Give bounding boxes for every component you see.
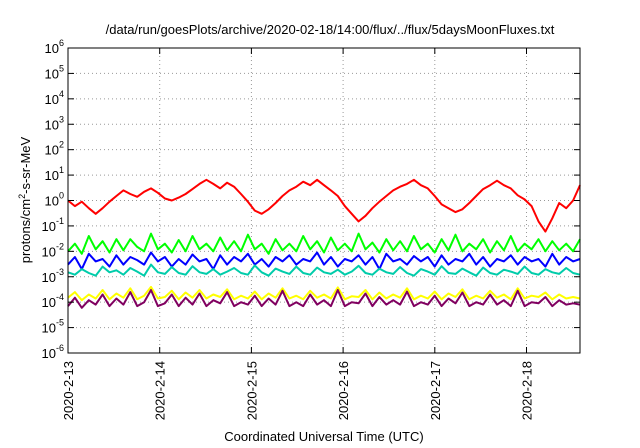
y-tick-label-exponent: 4 bbox=[59, 89, 64, 99]
y-tick-label: 10-2 bbox=[42, 241, 64, 259]
y-axis-label: protons/cm2-s-sr-MeV bbox=[17, 136, 33, 263]
y-tick-label-exponent: -6 bbox=[56, 343, 64, 353]
y-tick-label: 106 bbox=[45, 38, 64, 56]
y-tick-label-base: 10 bbox=[42, 270, 56, 285]
series-line-6 bbox=[67, 289, 581, 309]
y-tick-label-exponent: -3 bbox=[56, 267, 64, 277]
x-tick-label: 2020-2-16 bbox=[336, 361, 351, 420]
y-tick-label: 10-1 bbox=[42, 216, 64, 234]
grid-lines bbox=[68, 48, 580, 353]
y-tick-label-base: 10 bbox=[45, 168, 59, 183]
y-tick-label-exponent: 3 bbox=[59, 114, 64, 124]
y-tick-label-exponent: 0 bbox=[59, 191, 64, 201]
y-tick-label-base: 10 bbox=[42, 219, 56, 234]
x-tick-label: 2020-2-14 bbox=[153, 361, 168, 420]
y-tick-label-base: 10 bbox=[45, 143, 59, 158]
y-tick-label: 10-6 bbox=[42, 343, 64, 361]
x-tick-label: 2020-2-15 bbox=[244, 361, 259, 420]
y-tick-label-exponent: -5 bbox=[56, 318, 64, 328]
y-tick-label: 10-5 bbox=[42, 318, 64, 336]
x-tick-label: 2020-2-17 bbox=[428, 361, 443, 420]
y-label-pre: protons/cm bbox=[18, 199, 33, 263]
y-tick-label: 103 bbox=[45, 114, 64, 132]
y-tick-label-exponent: 6 bbox=[59, 38, 64, 48]
y-tick-label-base: 10 bbox=[42, 346, 56, 361]
y-label-sup: 2 bbox=[17, 194, 27, 199]
y-tick-label-exponent: 2 bbox=[59, 140, 64, 150]
x-tick-label: 2020-2-18 bbox=[520, 361, 535, 420]
y-tick-label-exponent: -4 bbox=[56, 292, 64, 302]
y-tick-label: 104 bbox=[45, 89, 64, 107]
y-tick-label: 105 bbox=[45, 63, 64, 81]
y-tick-label-base: 10 bbox=[45, 117, 59, 132]
y-tick-label: 102 bbox=[45, 140, 64, 158]
series-lines bbox=[67, 178, 581, 309]
series-line-1 bbox=[67, 178, 581, 233]
y-tick-label-exponent: -2 bbox=[56, 241, 64, 251]
y-tick-label-exponent: 1 bbox=[59, 165, 64, 175]
y-tick-label-base: 10 bbox=[45, 92, 59, 107]
y-tick-label-base: 10 bbox=[42, 244, 56, 259]
series-line-4 bbox=[67, 263, 581, 277]
series-line-5 bbox=[67, 285, 581, 302]
y-axis-ticks: 10-610-510-410-310-210-11001011021031041… bbox=[42, 38, 580, 361]
y-tick-label-base: 10 bbox=[45, 66, 59, 81]
y-tick-label-exponent: 5 bbox=[59, 63, 64, 73]
x-tick-label: 2020-2-13 bbox=[61, 361, 76, 420]
y-tick-label: 10-3 bbox=[42, 267, 64, 285]
y-tick-label: 10-4 bbox=[42, 292, 64, 310]
chart-title: /data/run/goesPlots/archive/2020-02-18/1… bbox=[106, 22, 555, 37]
y-tick-label-exponent: -1 bbox=[56, 216, 64, 226]
x-axis-label: Coordinated Universal Time (UTC) bbox=[224, 429, 423, 444]
y-tick-label: 100 bbox=[45, 191, 64, 209]
y-tick-label-base: 10 bbox=[42, 321, 56, 336]
y-label-post: -s-sr-MeV bbox=[18, 136, 33, 193]
y-tick-label-base: 10 bbox=[45, 194, 59, 209]
y-tick-label: 101 bbox=[45, 165, 64, 183]
y-tick-label-base: 10 bbox=[45, 41, 59, 56]
x-axis-ticks: 2020-2-13 2020-2-14 2020-2-15 2020-2-16 2020… bbox=[61, 48, 535, 420]
series-line-2 bbox=[67, 232, 581, 255]
y-tick-label-base: 10 bbox=[42, 295, 56, 310]
series-line-3 bbox=[67, 251, 581, 271]
